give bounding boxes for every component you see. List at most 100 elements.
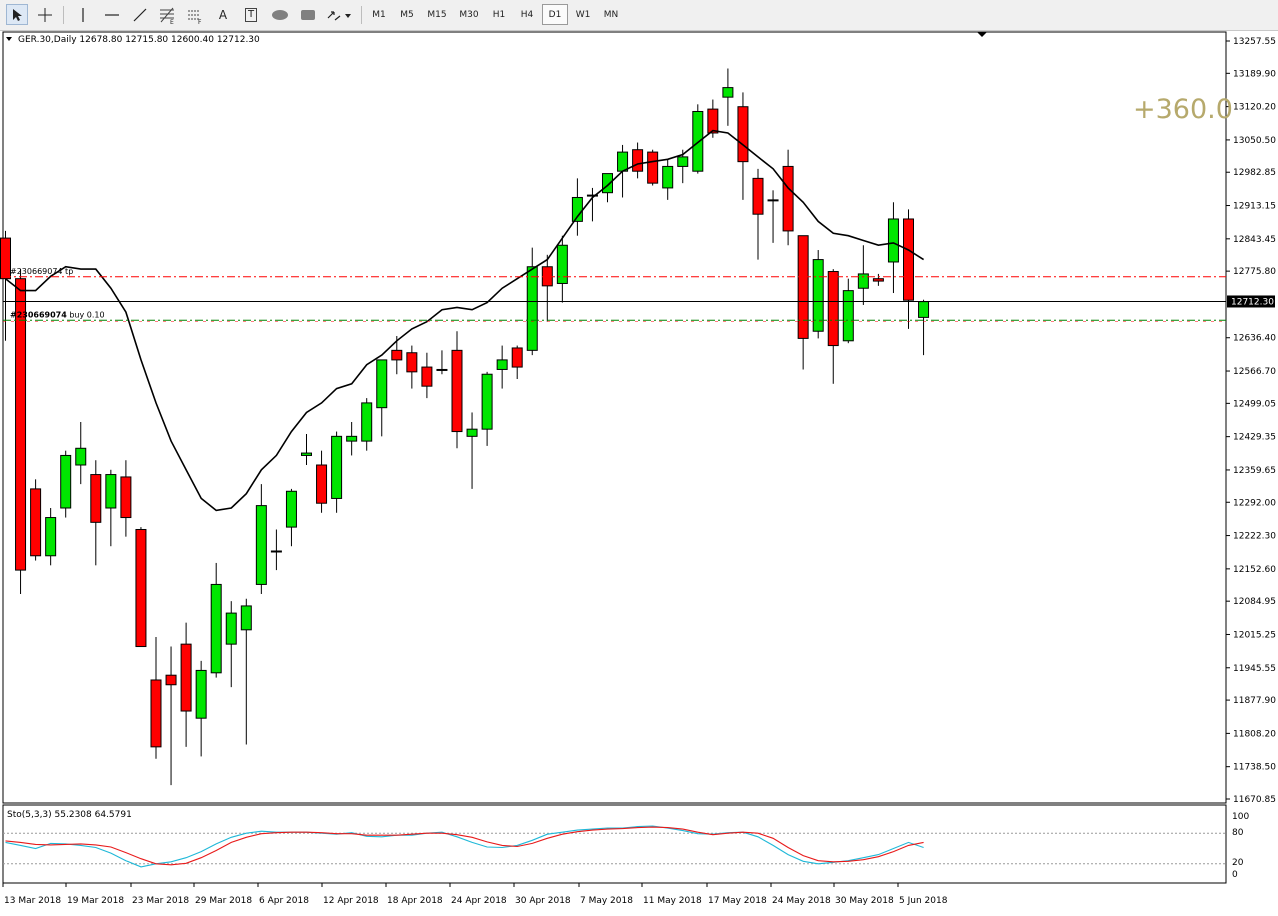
candle	[872, 273, 884, 286]
bear-candle-body	[406, 352, 418, 373]
candle	[812, 250, 824, 339]
candle	[361, 398, 373, 451]
price-tick-label: 11738.50	[1233, 763, 1276, 773]
date-tick-label: 24 Apr 2018	[451, 896, 507, 906]
bear-candle-body	[316, 464, 328, 504]
timeframe-d1[interactable]: D1	[542, 4, 568, 25]
bull-candle-body	[692, 110, 704, 172]
candle	[782, 149, 794, 246]
date-tick-label: 11 May 2018	[643, 896, 702, 906]
bull-candle-body	[767, 199, 779, 202]
candle	[105, 469, 117, 547]
stochastic-header: Sto(5,3,3) 55.2308 64.5791	[7, 810, 132, 820]
candle	[301, 433, 312, 466]
timeframe-w1[interactable]: W1	[575, 9, 591, 20]
arrows-dropdown-icon[interactable]	[324, 4, 354, 25]
trendline-icon[interactable]	[128, 4, 152, 25]
candle	[887, 202, 899, 294]
bull-candle-body	[526, 266, 538, 351]
bull-candle-body	[240, 605, 252, 631]
date-tick-label: 6 Apr 2018	[259, 896, 309, 906]
candle	[391, 336, 403, 375]
chart-area[interactable]: 13257.55 13189.90 13120.20 13050.50 12982.85…	[0, 31, 1278, 913]
moving-average-line	[5, 129, 925, 512]
bear-candle-body	[165, 674, 177, 686]
candle	[647, 149, 659, 186]
timeframe-h1[interactable]: H1	[492, 9, 506, 20]
text-label-icon[interactable]: T	[239, 4, 263, 25]
bear-candle-body	[752, 177, 764, 215]
price-tick-label: 11945.55	[1233, 664, 1276, 674]
bear-candle-body	[782, 165, 794, 232]
date-tick-label: 17 May 2018	[708, 896, 767, 906]
candle	[857, 245, 869, 305]
chart-header: GER.30,Daily 12678.80 12715.80 12600.40 …	[18, 35, 260, 45]
date-tick-label: 19 Mar 2018	[67, 896, 124, 906]
vertical-line-icon[interactable]	[72, 4, 94, 25]
timeframe-m15[interactable]: M15	[427, 9, 447, 20]
price-tick-label: 12843.45	[1233, 235, 1276, 245]
bull-candle-body	[918, 301, 930, 318]
date-tick-label: 18 Apr 2018	[387, 896, 443, 906]
timeframe-m1[interactable]: M1	[372, 9, 386, 20]
cursor-icon[interactable]	[6, 4, 28, 25]
price-tick-label: 12499.05	[1233, 399, 1276, 409]
price-tick-label: 12292.00	[1233, 498, 1276, 508]
bull-candle-body	[105, 474, 117, 509]
candle	[90, 460, 102, 566]
text-tool-icon[interactable]: A	[218, 7, 228, 22]
chart-canvas[interactable]: 13257.55 13189.90 13120.20 13050.50 12982.85…	[0, 31, 1278, 913]
bull-candle-body	[195, 669, 207, 719]
candle	[45, 507, 57, 566]
candle	[632, 142, 644, 179]
bull-candle-body	[436, 368, 448, 371]
bear-candle-body	[30, 488, 42, 557]
bull-candle-body	[842, 290, 854, 342]
candle	[752, 168, 764, 260]
bull-candle-body	[722, 87, 734, 98]
timeframe-m30[interactable]: M30	[459, 9, 479, 20]
date-tick-label: 7 May 2018	[580, 896, 633, 906]
price-tick-label: 12982.85	[1233, 168, 1276, 178]
date-tick-label: 5 Jun 2018	[899, 896, 948, 906]
bear-candle-body	[90, 474, 102, 523]
horizontal-line-icon[interactable]	[100, 4, 124, 25]
price-tick-label: 13050.50	[1233, 136, 1276, 146]
bull-candle-body	[75, 447, 87, 466]
gann-icon[interactable]: F	[183, 4, 207, 25]
candle	[195, 660, 207, 757]
bull-candle-body	[887, 218, 899, 263]
stochastic-tick-label: 0	[1232, 870, 1238, 880]
bear-candle-body	[737, 106, 749, 163]
candle	[586, 187, 598, 222]
bull-candle-body	[255, 505, 267, 585]
price-tick-label: 12775.80	[1233, 267, 1276, 277]
svg-text:F: F	[198, 19, 202, 24]
crosshair-icon[interactable]	[33, 4, 57, 25]
profit-overlay: +360.0	[1133, 94, 1233, 125]
bull-candle-body	[812, 259, 824, 332]
bear-candle-body	[827, 271, 839, 347]
stochastic-tick-label: 100	[1232, 812, 1249, 822]
timeframe-mn[interactable]: MN	[603, 9, 619, 20]
candle	[15, 269, 27, 594]
bull-candle-body	[586, 194, 598, 197]
price-tick-label: 12913.15	[1233, 202, 1276, 212]
price-tick-label: 13189.90	[1233, 69, 1276, 79]
take-profit-label: #230669074 tp	[10, 267, 73, 276]
bull-candle-body	[677, 156, 689, 167]
bear-candle-body	[15, 278, 27, 571]
ellipse-icon[interactable]	[267, 4, 293, 25]
candle	[165, 646, 177, 786]
rectangle-icon[interactable]	[296, 4, 320, 25]
bull-candle-body	[225, 612, 237, 645]
candle	[842, 278, 854, 344]
date-tick-label: 29 Mar 2018	[195, 896, 252, 906]
timeframe-m5[interactable]: M5	[400, 9, 414, 20]
stochastic-tick-label: 20	[1232, 858, 1244, 868]
current-price-box	[1227, 295, 1275, 308]
price-tick-label: 12429.35	[1233, 433, 1276, 443]
timeframe-h4[interactable]: H4	[520, 9, 534, 20]
price-tick-label: 11877.90	[1233, 696, 1276, 706]
fibonacci-icon[interactable]: E	[155, 4, 179, 25]
